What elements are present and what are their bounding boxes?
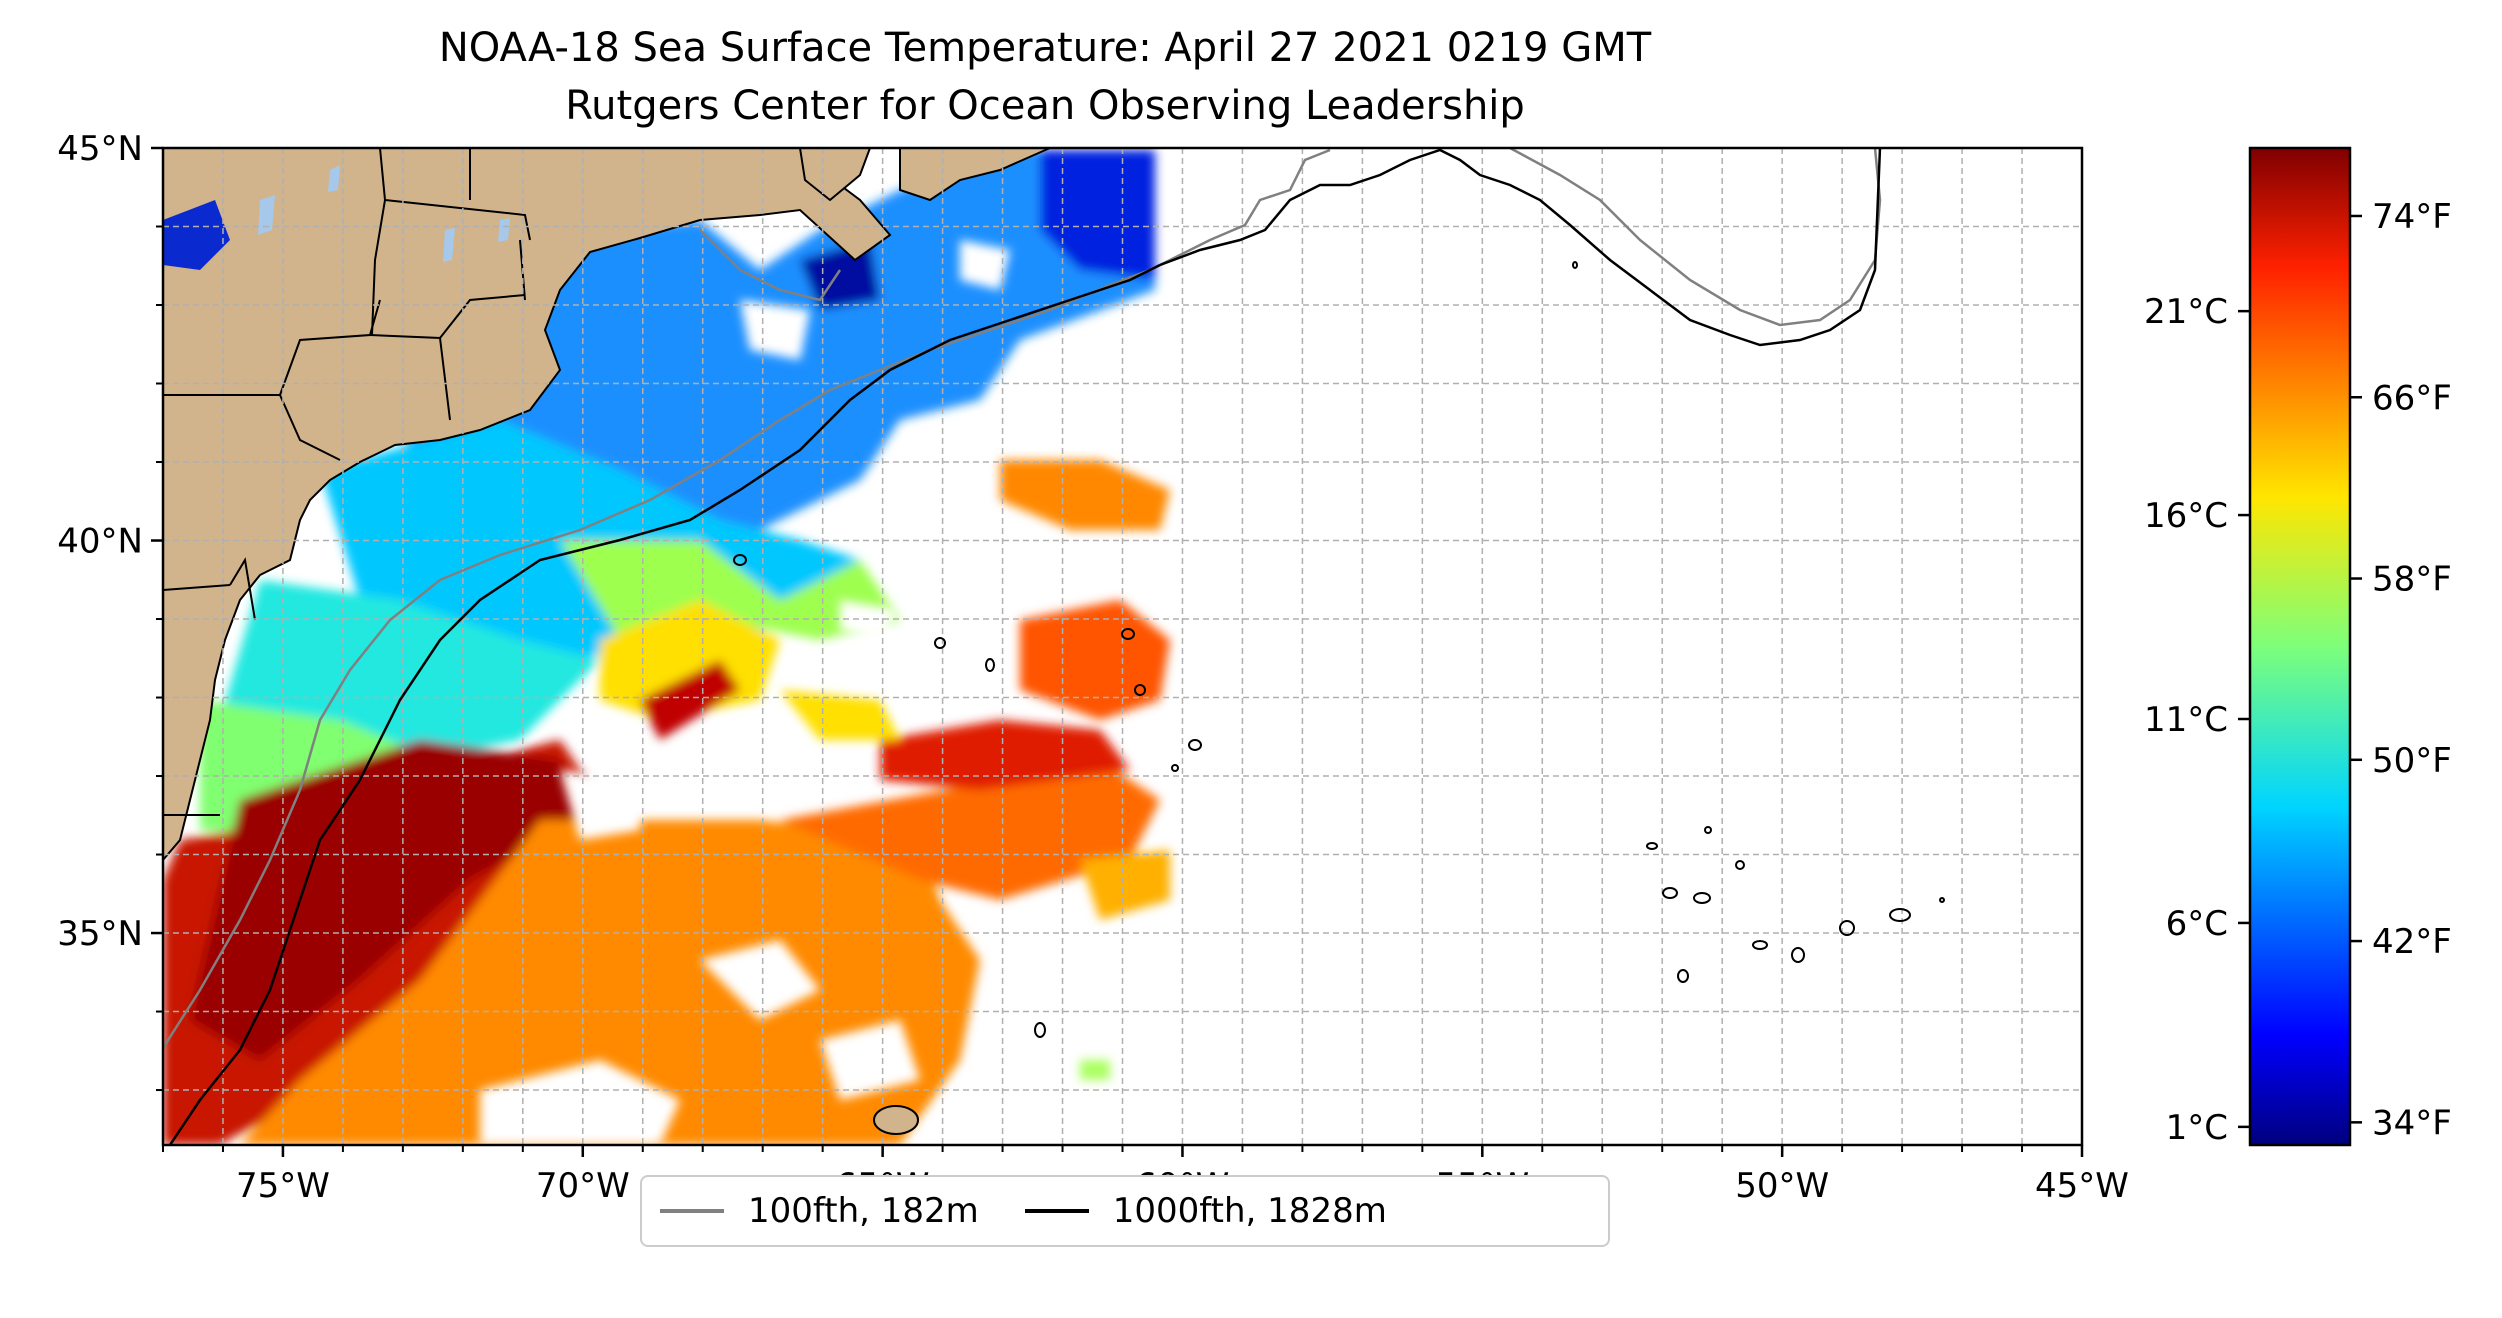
- colorbar-ticks: 74°F 66°F 58°F 50°F 42°F 34°F 21°C 16°C 11°C 6°C 1…: [2144, 197, 2452, 1148]
- map-axes: 75°W70°W65°W60°W55°W50°W45°W45°N40°N35°N: [57, 129, 2129, 1206]
- map-title-line1: NOAA-18 Sea Surface Temperature: April 2…: [438, 25, 1652, 71]
- y-tick-label: 45°N: [57, 129, 143, 169]
- x-tick-label: 75°W: [236, 1166, 330, 1206]
- map-area: [163, 148, 2082, 1145]
- map-title-line2: Rutgers Center for Ocean Observing Leade…: [565, 83, 1525, 129]
- colorbar-gradient: [2250, 148, 2350, 1145]
- legend-label-1000fth: 1000fth, 1828m: [1112, 1191, 1387, 1231]
- lakes: [163, 165, 510, 270]
- legend-entry-100fth: 100fth, 182m: [660, 1191, 979, 1231]
- y-tick-label: 40°N: [57, 522, 143, 562]
- x-tick-label: 50°W: [1735, 1166, 1829, 1206]
- colorbar: 74°F 66°F 58°F 50°F 42°F 34°F 21°C 16°C 11°C 6°C 1…: [2144, 146, 2452, 1148]
- y-tick-label: 35°N: [57, 914, 143, 954]
- gridlines: [163, 148, 2082, 1145]
- legend-label-100fth: 100fth, 182m: [748, 1191, 979, 1231]
- isobath-legend: 100fth, 182m 1000fth, 1828m: [640, 1175, 1610, 1247]
- cb-c-tick-label: 16°C: [2144, 496, 2228, 536]
- cb-c-tick-label: 11°C: [2144, 700, 2228, 740]
- legend-line-1000fth: [1024, 1209, 1089, 1213]
- legend-entry-1000fth: 1000fth, 1828m: [1024, 1191, 1387, 1231]
- cb-f-tick-label: 50°F: [2372, 741, 2452, 781]
- cloud-gaps: [480, 240, 1080, 1145]
- cb-c-tick-label: 1°C: [2166, 1108, 2228, 1148]
- isobath-1000fth: [168, 148, 1882, 1145]
- x-tick-label: 70°W: [536, 1166, 630, 1206]
- legend-line-100fth: [660, 1209, 724, 1213]
- cb-f-tick-label: 34°F: [2372, 1103, 2452, 1143]
- state-boundaries: [163, 148, 531, 816]
- land: [163, 148, 1051, 862]
- cb-f-tick-label: 66°F: [2372, 378, 2452, 418]
- cb-c-tick-label: 21°C: [2144, 292, 2228, 332]
- colorbar-frame: [2248, 146, 2352, 1147]
- cb-f-tick-label: 74°F: [2372, 197, 2452, 237]
- cb-c-tick-label: 6°C: [2166, 904, 2228, 944]
- cb-f-tick-label: 42°F: [2372, 922, 2452, 962]
- cb-f-tick-label: 58°F: [2372, 560, 2452, 600]
- x-tick-label: 45°W: [2035, 1166, 2129, 1206]
- seamounts: [733, 261, 1945, 1135]
